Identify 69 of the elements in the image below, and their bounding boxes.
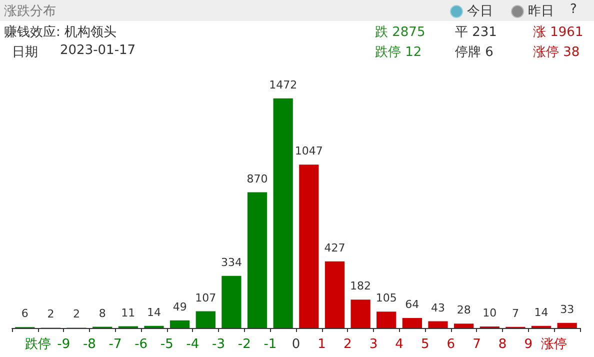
x-tick-label: 3 bbox=[369, 337, 378, 352]
data-label: 49 bbox=[172, 300, 187, 314]
bar bbox=[196, 311, 216, 328]
x-tick-label: 7 bbox=[472, 337, 481, 352]
bar bbox=[170, 320, 190, 328]
data-label: 2 bbox=[73, 308, 80, 321]
text: 停牌 6 bbox=[455, 44, 494, 61]
x-tick-label: 9 bbox=[524, 337, 533, 352]
bar bbox=[324, 261, 345, 328]
bar bbox=[428, 321, 448, 328]
data-label: 10 bbox=[482, 306, 497, 320]
text: 昨日 bbox=[528, 3, 554, 20]
text: 涨停 38 bbox=[533, 44, 580, 61]
x-tick-label: -4 bbox=[186, 337, 200, 352]
data-label: 33 bbox=[560, 302, 574, 316]
data-label: 14 bbox=[534, 306, 548, 319]
data-label: 1472 bbox=[269, 78, 298, 92]
text: 2023-01-17 bbox=[60, 43, 136, 58]
data-label: 182 bbox=[350, 280, 372, 293]
text: 跌停 12 bbox=[375, 44, 422, 61]
x-tick-label: 8 bbox=[498, 337, 507, 352]
data-label: 28 bbox=[456, 304, 471, 317]
data-label: 1047 bbox=[294, 144, 323, 158]
data-label: 64 bbox=[405, 298, 420, 312]
data-label: 8 bbox=[98, 306, 106, 320]
data-label: 14 bbox=[147, 306, 161, 319]
text: ? bbox=[570, 2, 577, 17]
data-label: 870 bbox=[246, 172, 268, 186]
bar bbox=[350, 300, 370, 328]
x-tick-label: -8 bbox=[82, 337, 96, 352]
text: 赚钱效应: 机构领头 bbox=[4, 24, 117, 41]
x-tick-label: 跌停 bbox=[24, 337, 51, 352]
bar bbox=[376, 312, 396, 328]
bar bbox=[402, 318, 422, 328]
bar bbox=[222, 276, 242, 328]
x-tick-label: 2 bbox=[343, 337, 352, 352]
x-tick-label: -1 bbox=[264, 337, 277, 352]
x-tick-label: -3 bbox=[212, 337, 226, 352]
x-tick-label: 5 bbox=[420, 337, 430, 352]
bar bbox=[454, 324, 474, 328]
x-tick-label: 4 bbox=[395, 337, 404, 352]
text: 今日 bbox=[467, 3, 493, 20]
data-label: 43 bbox=[431, 301, 445, 314]
text: 平 231 bbox=[455, 24, 497, 41]
text: 日期 bbox=[12, 44, 38, 61]
data-label: 334 bbox=[220, 256, 242, 269]
bar bbox=[557, 322, 577, 328]
data-label: 6 bbox=[21, 307, 28, 320]
data-label: 7 bbox=[512, 306, 519, 320]
bar bbox=[299, 164, 319, 328]
x-tick-label: -7 bbox=[108, 337, 122, 352]
x-tick-label: 6 bbox=[446, 337, 456, 352]
data-label: 11 bbox=[121, 306, 136, 320]
text: 跌 2875 bbox=[375, 24, 426, 41]
bar bbox=[273, 98, 293, 328]
x-tick-label: 1 bbox=[318, 337, 326, 352]
x-tick-label: -5 bbox=[160, 337, 174, 352]
data-label: 105 bbox=[376, 292, 397, 305]
text: 涨 1961 bbox=[533, 24, 584, 41]
x-tick-label: -9 bbox=[57, 337, 70, 352]
x-tick-label: -2 bbox=[238, 337, 251, 352]
data-label: 427 bbox=[324, 241, 346, 254]
data-label: 107 bbox=[195, 291, 216, 304]
bar bbox=[247, 192, 268, 328]
x-tick-label: -6 bbox=[134, 337, 148, 352]
data-label: 2 bbox=[47, 308, 54, 321]
x-tick-label: 涨停 bbox=[541, 337, 568, 352]
x-tick-label: 0 bbox=[292, 337, 300, 352]
chart-title: 涨跌分布 bbox=[4, 3, 56, 20]
